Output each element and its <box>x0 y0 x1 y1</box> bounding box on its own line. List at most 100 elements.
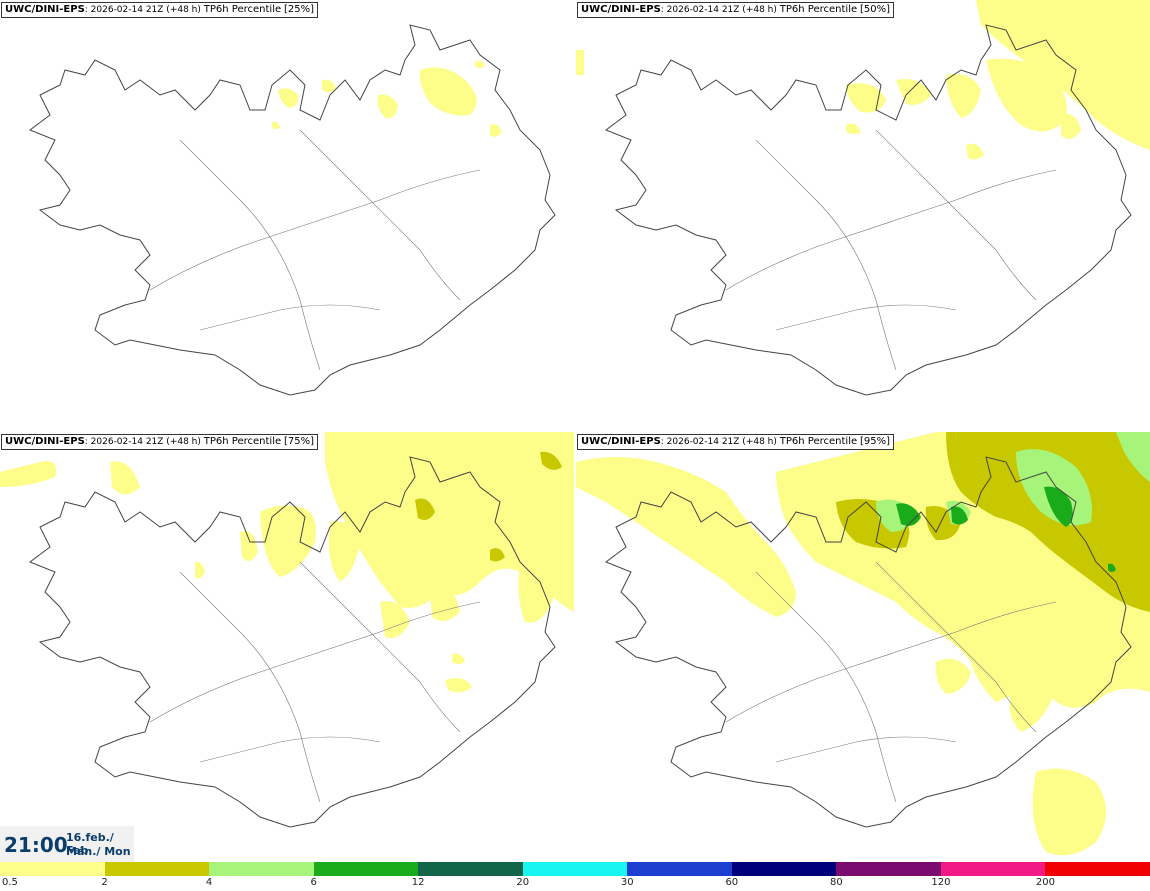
precip-area <box>475 60 485 68</box>
valid-time: 21:00 <box>4 833 68 857</box>
roads-and-rivers <box>149 129 481 371</box>
precip-area <box>896 79 931 105</box>
legend-swatch <box>836 862 942 876</box>
precip-area <box>1061 114 1081 139</box>
legend-tick-label: 200 <box>1035 877 1055 888</box>
precip-area <box>377 94 398 119</box>
legend-tick-label: 12 <box>411 877 425 888</box>
map-svg-95 <box>576 432 1150 856</box>
precip-area <box>322 79 336 93</box>
precip-area <box>896 503 921 526</box>
percentile-value: [75%] <box>284 436 315 447</box>
legend-swatch <box>1045 862 1150 876</box>
map-svg-25 <box>28 24 556 396</box>
legend-tick-label: 60 <box>725 877 739 888</box>
precip-area <box>966 143 984 160</box>
legend-swatch <box>731 862 837 876</box>
precip-area <box>0 461 56 487</box>
percentile-value: [25%] <box>284 4 315 15</box>
precip-area <box>278 88 299 108</box>
roads-and-rivers <box>149 561 481 803</box>
iceland-coastline <box>604 456 1132 828</box>
legend-swatch <box>940 862 1046 876</box>
precip-area <box>576 457 796 617</box>
legend-tick-label: 6 <box>310 877 317 888</box>
map-panel-50: UWC/DINI-EPS: 2026-02-14 21Z (+48 h) TP6… <box>576 0 1150 430</box>
precip-area <box>415 498 435 520</box>
precip-area <box>445 678 472 693</box>
precip-area <box>946 432 1150 612</box>
precip-area <box>110 461 140 495</box>
legend-tick-label: 80 <box>829 877 843 888</box>
panel-title: UWC/DINI-EPS: 2026-02-14 21Z (+48 h) TP6… <box>577 434 895 450</box>
precip-area <box>846 123 861 134</box>
legend-swatch <box>522 862 628 876</box>
precip-area <box>452 653 465 664</box>
precip-area <box>1044 486 1073 527</box>
precip-area <box>576 50 584 75</box>
model-name: UWC/DINI-EPS <box>5 436 85 447</box>
legend-tick-label: 4 <box>205 877 213 888</box>
precip-area <box>951 506 968 525</box>
precip-area <box>518 561 555 623</box>
iceland-coastline <box>604 24 1132 396</box>
precip-area <box>540 451 562 470</box>
color-legend <box>0 862 1150 876</box>
precip-area <box>846 83 886 113</box>
precip-shading <box>0 432 574 693</box>
precip-area <box>490 124 502 137</box>
precip-area <box>986 58 1067 132</box>
panel-title: UWC/DINI-EPS: 2026-02-14 21Z (+48 h) TP6… <box>1 434 319 450</box>
valid-date: 16.feb./ Feb <box>66 831 114 857</box>
iceland-coastline <box>28 456 556 828</box>
precip-area <box>1032 768 1106 856</box>
legend-swatch <box>0 862 106 876</box>
map-svg-75 <box>0 432 574 828</box>
precip-area <box>1108 563 1116 572</box>
legend-swatch <box>627 862 733 876</box>
field-name: TP6h Percentile <box>203 436 282 447</box>
panel-title: UWC/DINI-EPS: 2026-02-14 21Z (+48 h) TP6… <box>577 2 895 18</box>
legend-tick-label: 120 <box>931 877 951 888</box>
precip-area <box>490 548 505 562</box>
precip-area <box>430 589 460 621</box>
run-info: : 2026-02-14 21Z (+48 h) <box>660 5 777 15</box>
precip-area <box>260 505 316 577</box>
precip-area <box>240 531 258 561</box>
legend-tick-label: 2 <box>101 877 108 888</box>
field-name: TP6h Percentile <box>779 436 858 447</box>
field-name: TP6h Percentile <box>779 4 858 15</box>
model-name: UWC/DINI-EPS <box>5 4 85 15</box>
precip-area <box>195 561 205 579</box>
precip-area <box>976 0 1150 150</box>
run-info: : 2026-02-14 21Z (+48 h) <box>84 5 201 15</box>
legend-swatch <box>209 862 315 876</box>
precip-shading <box>272 60 502 137</box>
valid-time-box: 21:00 16.feb./ Feb Mán./ Mon <box>0 826 134 862</box>
model-name: UWC/DINI-EPS <box>581 436 661 447</box>
legend-tick-label: 0.5 <box>2 877 18 888</box>
legend-swatch <box>313 862 419 876</box>
valid-day: Mán./ Mon <box>66 845 131 858</box>
roads-and-rivers <box>725 129 1057 371</box>
precip-area <box>328 521 360 582</box>
precip-area <box>946 74 981 118</box>
legend-swatch <box>418 862 524 876</box>
run-info: : 2026-02-14 21Z (+48 h) <box>84 437 201 447</box>
precip-area <box>272 121 280 130</box>
precip-area <box>1116 432 1150 482</box>
percentile-value: [95%] <box>860 436 891 447</box>
map-panel-75: UWC/DINI-EPS: 2026-02-14 21Z (+48 h) TP6… <box>0 432 574 862</box>
map-panel-95: UWC/DINI-EPS: 2026-02-14 21Z (+48 h) TP6… <box>576 432 1150 862</box>
roads-and-rivers <box>725 561 1057 803</box>
legend-tick-label: 20 <box>516 877 530 888</box>
map-panel-25: UWC/DINI-EPS: 2026-02-14 21Z (+48 h) TP6… <box>0 0 574 430</box>
field-name: TP6h Percentile <box>203 4 282 15</box>
legend-labels: 0.5 2 4 6 12 20 30 60 80 120 200 <box>0 876 1150 891</box>
precip-shading <box>576 0 1150 160</box>
percentile-value: [50%] <box>860 4 891 15</box>
run-info: : 2026-02-14 21Z (+48 h) <box>660 437 777 447</box>
legend-tick-label: 30 <box>620 877 634 888</box>
precip-area <box>419 67 477 116</box>
panel-title: UWC/DINI-EPS: 2026-02-14 21Z (+48 h) TP6… <box>1 2 319 18</box>
